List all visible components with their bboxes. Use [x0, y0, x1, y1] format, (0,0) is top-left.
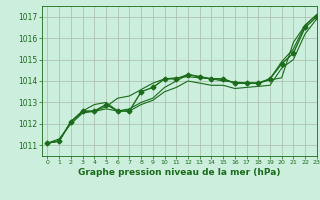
X-axis label: Graphe pression niveau de la mer (hPa): Graphe pression niveau de la mer (hPa)	[78, 168, 280, 177]
